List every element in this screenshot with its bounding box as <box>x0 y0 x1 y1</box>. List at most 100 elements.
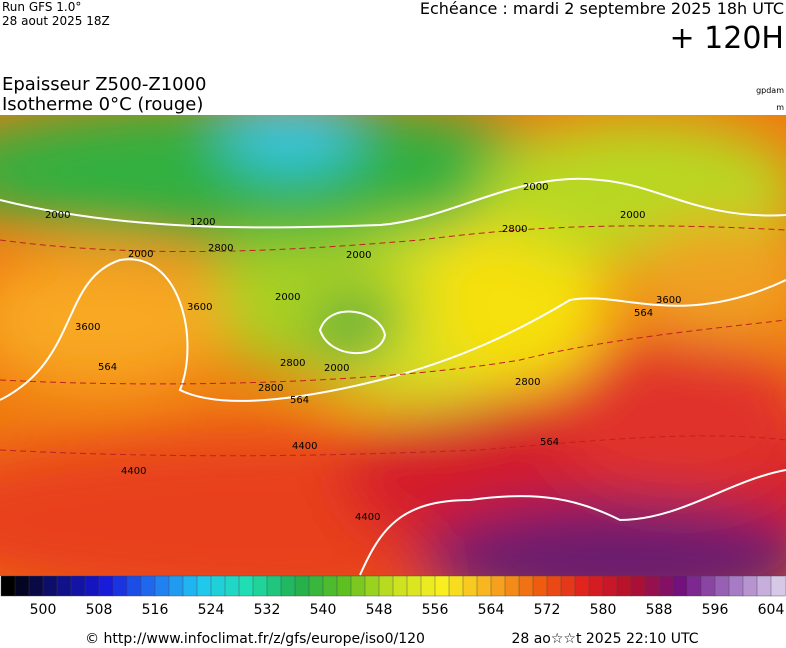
contour-label: 564 <box>540 437 559 448</box>
colorbar: 500 508 516 524 532 540 548 556 564 572 580 588 596 6… <box>0 575 786 618</box>
colorbar-swatch <box>434 575 450 597</box>
thickness-contours <box>0 177 786 576</box>
colorbar-swatch <box>308 575 324 597</box>
colorbar-swatch <box>322 575 338 597</box>
contour-label: 4400 <box>355 512 380 523</box>
colorbar-swatch <box>364 575 380 597</box>
colorbar-label: 572 <box>534 602 561 618</box>
colorbar-swatch <box>126 575 142 597</box>
colorbar-swatch <box>490 575 506 597</box>
colorbar-swatch <box>14 575 30 597</box>
colorbar-swatch <box>224 575 240 597</box>
colorbar-swatch <box>770 575 786 597</box>
colorbar-swatch <box>504 575 520 597</box>
colorbar-label: 564 <box>478 602 505 618</box>
colorbar-swatch <box>392 575 408 597</box>
contour-label: 2000 <box>523 182 548 193</box>
colorbar-label: 580 <box>590 602 617 618</box>
colorbar-swatch <box>238 575 254 597</box>
colorbar-label: 540 <box>310 602 337 618</box>
colorbar-swatch <box>266 575 282 597</box>
unit-top: gpdam <box>756 86 784 95</box>
colorbar-swatch <box>742 575 758 597</box>
colorbar-label: 556 <box>422 602 449 618</box>
colorbar-swatch <box>28 575 44 597</box>
colorbar-swatch <box>154 575 170 597</box>
field-blobs <box>0 115 786 576</box>
lead-time: + 120H <box>670 21 785 56</box>
contour-label: 2800 <box>208 243 233 254</box>
colorbar-swatch <box>658 575 674 597</box>
colorbar-swatch <box>168 575 184 597</box>
colorbar-swatch <box>84 575 100 597</box>
contour-label: 2000 <box>45 210 70 221</box>
colorbar-label: 548 <box>366 602 393 618</box>
map-subtitle: Isotherme 0°C (rouge) <box>2 94 203 115</box>
colorbar-label: 500 <box>30 602 57 618</box>
colorbar-label: 532 <box>254 602 281 618</box>
colorbar-swatch <box>378 575 394 597</box>
contour-label: 564 <box>98 362 117 373</box>
colorbar-swatch <box>0 575 16 597</box>
contour-label: 2800 <box>502 224 527 235</box>
contour-label: 2000 <box>128 249 153 260</box>
map-title: Epaisseur Z500-Z1000 <box>2 74 207 95</box>
colorbar-swatch <box>700 575 716 597</box>
contour-label: 564 <box>634 308 653 319</box>
contour-label: 4400 <box>121 466 146 477</box>
colorbar-swatch <box>602 575 618 597</box>
contour-label: 2000 <box>620 210 645 221</box>
colorbar-swatch <box>98 575 114 597</box>
colorbar-swatch <box>616 575 632 597</box>
colorbar-swatch <box>756 575 772 597</box>
colorbar-swatch <box>448 575 464 597</box>
contour-label: 2800 <box>280 358 305 369</box>
colorbar-swatch <box>112 575 128 597</box>
colorbar-swatch <box>280 575 296 597</box>
contour-label: 3600 <box>75 322 100 333</box>
contour-label: 3600 <box>187 302 212 313</box>
colorbar-swatch <box>70 575 86 597</box>
contour-label: 2800 <box>258 383 283 394</box>
colorbar-swatch <box>406 575 422 597</box>
colorbar-swatch <box>560 575 576 597</box>
contour-label: 2000 <box>346 250 371 261</box>
contour-label: 3600 <box>656 295 681 306</box>
colorbar-swatch <box>476 575 492 597</box>
colorbar-swatch <box>686 575 702 597</box>
contour-label: 1200 <box>190 217 215 228</box>
colorbar-label: 508 <box>86 602 113 618</box>
colorbar-swatch <box>252 575 268 597</box>
colorbar-label: 524 <box>198 602 225 618</box>
colorbar-label: 604 <box>758 602 785 618</box>
colorbar-swatch <box>714 575 730 597</box>
valid-time: Echéance : mardi 2 septembre 2025 18h UT… <box>420 0 784 18</box>
colorbar-swatch <box>644 575 660 597</box>
unit-bottom: m <box>776 103 784 112</box>
colorbar-swatch <box>294 575 310 597</box>
colorbar-swatch <box>140 575 156 597</box>
colorbar-swatch <box>574 575 590 597</box>
colorbar-swatch <box>728 575 744 597</box>
colorbar-swatch <box>210 575 226 597</box>
run-label: Run GFS 1.0° <box>2 0 81 14</box>
colorbar-swatch <box>588 575 604 597</box>
contour-label: 564 <box>290 395 309 406</box>
colorbar-label: 596 <box>702 602 729 618</box>
generated-time: 28 ao☆☆t 2025 22:10 UTC <box>511 631 698 647</box>
colorbar-swatch <box>630 575 646 597</box>
run-date: 28 aout 2025 18Z <box>2 14 110 28</box>
colorbar-swatch <box>42 575 58 597</box>
source: © http://www.infoclimat.fr/z/gfs/europe/… <box>85 631 425 647</box>
colorbar-swatch <box>462 575 478 597</box>
colorbar-swatch <box>518 575 534 597</box>
colorbar-swatch <box>672 575 688 597</box>
colorbar-label: 588 <box>646 602 673 618</box>
contour-label: 2000 <box>324 363 349 374</box>
colorbar-label: 516 <box>142 602 169 618</box>
colorbar-swatch <box>196 575 212 597</box>
contour-label: 2800 <box>515 377 540 388</box>
